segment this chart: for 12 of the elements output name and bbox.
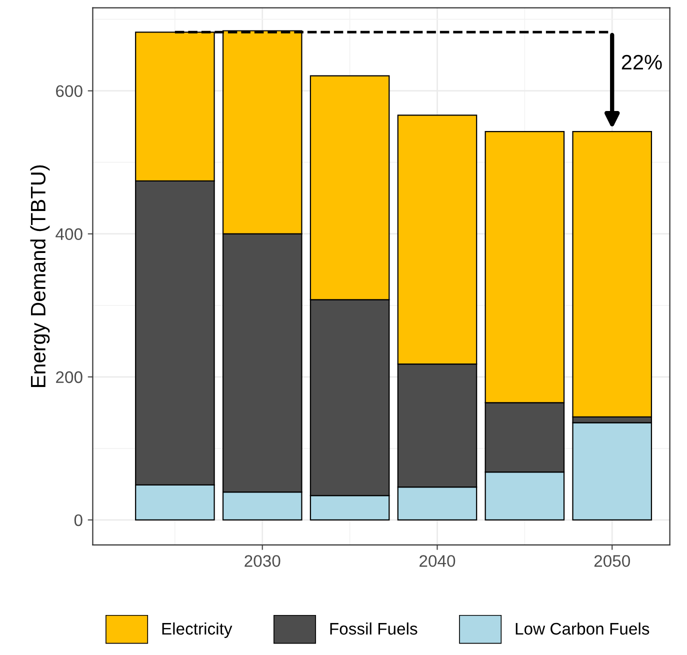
y-tick-label: 400 [56,228,82,240]
y-tick-label: 600 [56,85,82,98]
y-tick-label: 0 [74,514,82,526]
x-tick-label: 2030 [244,555,280,567]
legend-label: Electricity [162,622,232,638]
y-axis-title: Energy Demand (TBTU) [30,165,50,387]
annotation: 22% [622,54,662,70]
x-tick-label: 2040 [420,555,456,567]
y-tick-label: 200 [56,371,82,384]
legend-label: Low Carbon Fuels [516,622,650,635]
x-tick-label: 2050 [594,555,630,567]
legend-label: Fossil Fuels [330,622,418,635]
